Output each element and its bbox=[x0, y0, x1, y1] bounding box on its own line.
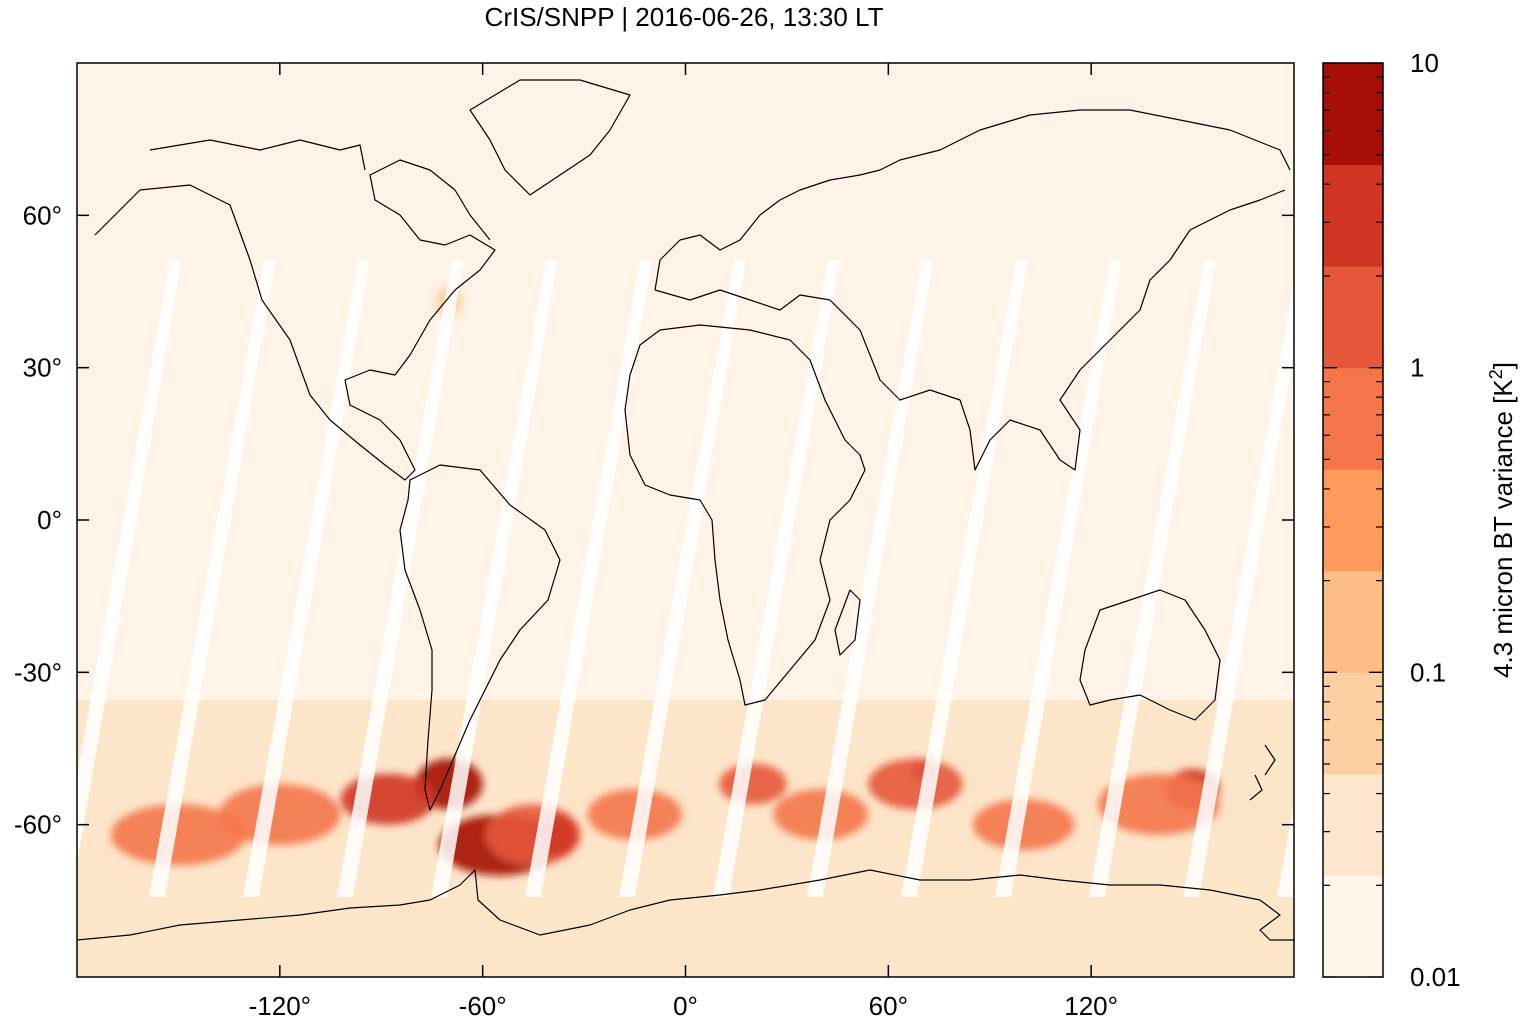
colorbar: 0.01 0.1 1 10 4.3 micron BT variance [K2… bbox=[1322, 48, 1518, 992]
orbit-gap-stripe bbox=[995, 260, 1122, 897]
colorbar-tick-label: 0.01 bbox=[1410, 962, 1461, 992]
colorbar-axis-label: 4.3 micron BT variance [K2] bbox=[1486, 362, 1518, 678]
orbit-gap-stripe bbox=[1183, 282, 1294, 897]
y-tick-label: 0° bbox=[37, 505, 62, 535]
africa-coastline bbox=[624, 324, 866, 706]
y-axis-labels: 60° 30° 0° -30° -60° bbox=[14, 200, 62, 839]
x-tick-label: 120° bbox=[1064, 991, 1118, 1020]
variance-hotspot bbox=[218, 784, 341, 845]
y-tick-label: 30° bbox=[23, 353, 62, 383]
colorbar-block bbox=[1323, 63, 1383, 166]
colorbar-block bbox=[1323, 164, 1383, 267]
orbit-gap-stripe bbox=[1089, 260, 1216, 897]
colorbar-color-blocks bbox=[1323, 63, 1383, 978]
map-title: CrIS/SNPP | 2016-06-26, 13:30 LT bbox=[485, 2, 884, 32]
greenland-coastline bbox=[469, 79, 631, 196]
colorbar-block bbox=[1323, 570, 1383, 673]
colorbar-tick-label: 10 bbox=[1410, 48, 1439, 78]
orbit-gap-stripe bbox=[713, 260, 840, 897]
antarctica-coastline bbox=[77, 869, 1294, 941]
colorbar-frame bbox=[1322, 62, 1384, 978]
map-axis-ticks bbox=[77, 63, 1294, 977]
orbit-gap-stripe bbox=[1277, 802, 1294, 897]
x-tick-label: 0° bbox=[673, 991, 698, 1020]
orbit-gap-stripe bbox=[901, 260, 1028, 897]
orbit-gap-stripe bbox=[77, 260, 182, 863]
variance-hotspot bbox=[1097, 773, 1220, 835]
y-tick-label: -60° bbox=[14, 810, 62, 840]
colorbar-block bbox=[1323, 469, 1383, 572]
madagascar-coastline bbox=[834, 589, 861, 656]
new-zealand-coastline bbox=[1249, 744, 1276, 801]
x-tick-label: -120° bbox=[249, 991, 311, 1020]
y-tick-label: 60° bbox=[23, 200, 62, 230]
variance-hotspot bbox=[719, 763, 787, 805]
asia-coastline bbox=[829, 189, 1286, 471]
coastlines bbox=[77, 79, 1294, 941]
australia-coastline bbox=[1079, 589, 1221, 721]
colorbar-block bbox=[1323, 266, 1383, 369]
x-tick-label: -60° bbox=[459, 991, 507, 1020]
variance-hotspot bbox=[110, 804, 247, 866]
south-america-coastline bbox=[399, 464, 561, 811]
x-tick-label: 60° bbox=[869, 991, 908, 1020]
colorbar-block bbox=[1323, 367, 1383, 470]
orbit-gaps bbox=[77, 260, 1294, 897]
orbit-gap-stripe bbox=[619, 260, 746, 897]
colorbar-tick-label: 0.1 bbox=[1410, 657, 1446, 687]
orbit-gap-stripe bbox=[149, 260, 276, 897]
orbit-gap-stripe bbox=[243, 260, 370, 897]
variance-hotspot bbox=[773, 789, 869, 840]
variance-hotspot bbox=[868, 758, 963, 810]
map-panel bbox=[76, 62, 1295, 978]
orbit-gap-stripe bbox=[337, 260, 464, 897]
colorbar-block bbox=[1323, 773, 1383, 876]
colorbar-block bbox=[1323, 672, 1383, 775]
north-america-coastline bbox=[94, 139, 496, 481]
y-tick-label: -30° bbox=[14, 657, 62, 687]
colorbar-block bbox=[1323, 875, 1383, 978]
europe-coastline bbox=[654, 109, 1291, 311]
orbit-gap-stripe bbox=[807, 260, 934, 897]
orbit-gap-stripe bbox=[525, 260, 652, 897]
colorbar-ticks bbox=[1323, 62, 1383, 978]
colorbar-tick-label: 1 bbox=[1410, 353, 1424, 383]
x-axis-labels: -120° -60° 0° 60° 120° bbox=[249, 991, 1118, 1020]
